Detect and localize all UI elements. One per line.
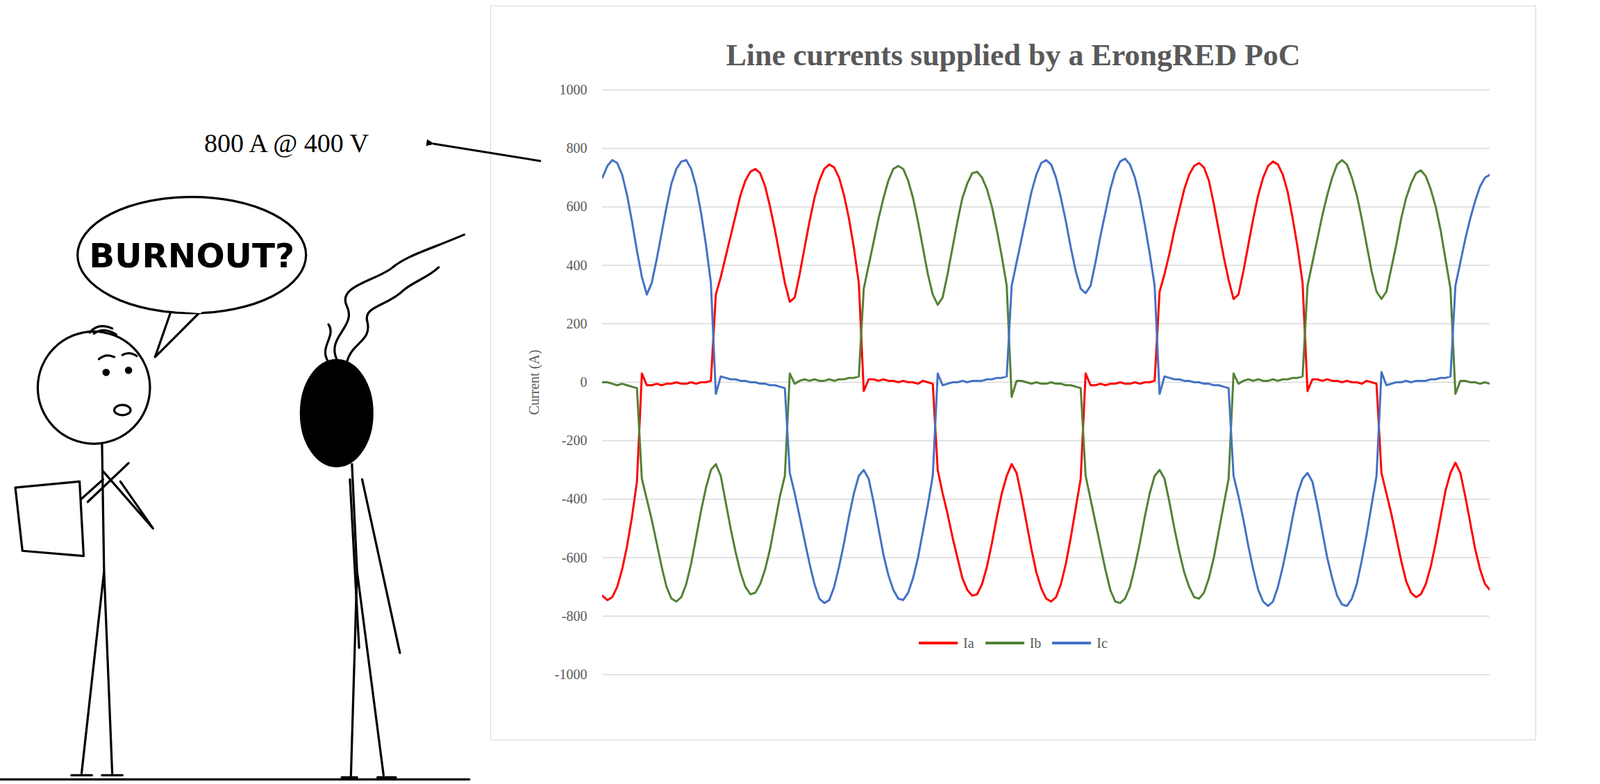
svg-text:400: 400 [566,257,588,273]
svg-text:-800: -800 [561,608,588,624]
html-text:Line currents supplied by a Er: Line currents supplied by a ErongRED PoC [725,38,1301,73]
svg-text:Current (A): Current (A) [526,350,543,416]
svg-text:0: 0 [580,374,588,390]
svg-text:-1000: -1000 [554,666,588,682]
svg-text:600: 600 [566,198,588,214]
svg-text:-400: -400 [561,490,588,507]
svg-text:800: 800 [566,140,588,156]
svg-text:1000: 1000 [559,81,588,98]
svg-text:-200: -200 [561,432,588,448]
svg-text:BURNOUT?: BURNOUT? [88,236,295,275]
svg-text:800 A @ 400 V: 800 A @ 400 V [204,128,370,158]
html-text:Ib: Ib [1029,635,1042,651]
html-text:Ic: Ic [1096,635,1108,651]
svg-text:200: 200 [566,315,588,332]
html-text:Ia: Ia [963,635,975,651]
svg-text:-600: -600 [561,550,588,566]
